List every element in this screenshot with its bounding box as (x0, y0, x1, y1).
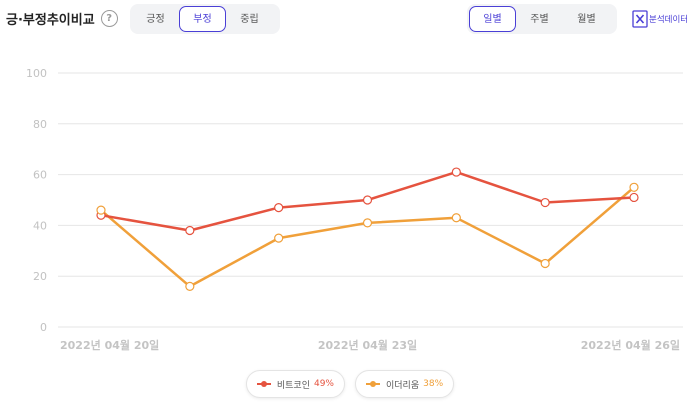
data-point[interactable] (629, 182, 639, 192)
tab-negative[interactable]: 부정 (179, 6, 226, 32)
chart-title: 긍·부정추이비교 ? (6, 9, 118, 28)
legend-marker-bitcoin (256, 380, 271, 388)
data-point[interactable] (185, 281, 195, 291)
tab-neutral[interactable]: 중립 (240, 14, 259, 25)
legend-item-ethereum[interactable]: 이더리움 38% (355, 370, 455, 398)
data-point[interactable] (362, 195, 373, 205)
analysis-data-label: 분석데이터 (649, 15, 689, 25)
line-chart: 0 20 40 60 80 100 2022년 04월 20일 2022년 04월 23일 20… (26, 67, 683, 352)
tab-positive[interactable]: 긍정 (146, 14, 165, 25)
data-point[interactable] (96, 205, 106, 215)
data-point[interactable] (185, 225, 195, 236)
y-tick-label: 100 (26, 67, 47, 80)
period-toggle: 일별 주별 월별 (467, 4, 617, 34)
data-point[interactable] (540, 258, 550, 269)
x-tick-label: 2022년 04월 23일 (318, 338, 417, 352)
y-tick-label: 80 (33, 118, 47, 131)
legend-name-ethereum: 이더리움 (386, 380, 420, 391)
tab-weekly[interactable]: 주별 (530, 14, 549, 25)
help-icon[interactable]: ? (100, 10, 118, 27)
data-point[interactable] (274, 233, 284, 243)
legend: 비트코인 49% 이더리움 38% (0, 370, 700, 398)
tab-monthly[interactable]: 월별 (577, 14, 596, 25)
tab-daily[interactable]: 일별 (469, 6, 516, 32)
y-tick-label: 40 (33, 219, 47, 232)
legend-pct-ethereum: 38% (423, 379, 444, 389)
y-tick-label: 20 (33, 270, 47, 283)
x-tick-label: 2022년 04월 20일 (60, 338, 159, 352)
legend-item-bitcoin[interactable]: 비트코인 49% (245, 370, 345, 398)
data-point[interactable] (540, 197, 550, 208)
chart-title-text: 긍·부정추이비교 (6, 13, 95, 28)
excel-x-icon (632, 10, 648, 28)
data-point[interactable] (274, 203, 284, 213)
data-point[interactable] (629, 192, 639, 203)
analysis-data-button[interactable]: 분석데이터 (632, 10, 688, 28)
y-tick-label: 0 (40, 321, 47, 334)
x-tick-label: 2022년 04월 26일 (581, 338, 680, 352)
legend-pct-bitcoin: 49% (313, 379, 334, 389)
data-point[interactable] (451, 167, 461, 177)
legend-marker-ethereum (366, 380, 380, 388)
y-tick-label: 60 (33, 169, 47, 182)
sentiment-toggle: 긍정 부정 중립 (130, 4, 280, 34)
legend-name-bitcoin: 비트코인 (276, 380, 310, 391)
data-point[interactable] (451, 213, 461, 223)
data-point[interactable] (362, 218, 373, 228)
